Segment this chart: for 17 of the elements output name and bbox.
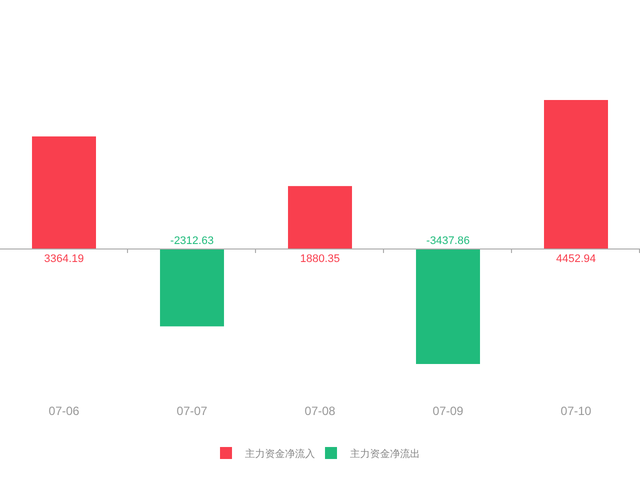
data-label: 1880.35 <box>300 252 340 265</box>
data-label: 4452.94 <box>556 252 596 265</box>
bar <box>32 136 96 249</box>
x-tick-label: 07-06 <box>48 404 80 418</box>
data-label: 3364.19 <box>44 252 84 265</box>
bar <box>288 186 352 249</box>
bar <box>544 100 608 249</box>
x-tick-label: 07-10 <box>560 404 592 418</box>
legend-label: 主力资金净流出 <box>350 448 420 460</box>
legend-label: 主力资金净流入 <box>245 448 315 460</box>
x-tick-label: 07-09 <box>432 404 464 418</box>
x-tick-label: 07-07 <box>176 404 208 418</box>
data-label: -2312.63 <box>170 234 214 247</box>
bar <box>416 248 480 364</box>
bar <box>160 248 224 326</box>
x-tick-label: 07-08 <box>304 404 336 418</box>
data-label: -3437.86 <box>426 234 470 247</box>
